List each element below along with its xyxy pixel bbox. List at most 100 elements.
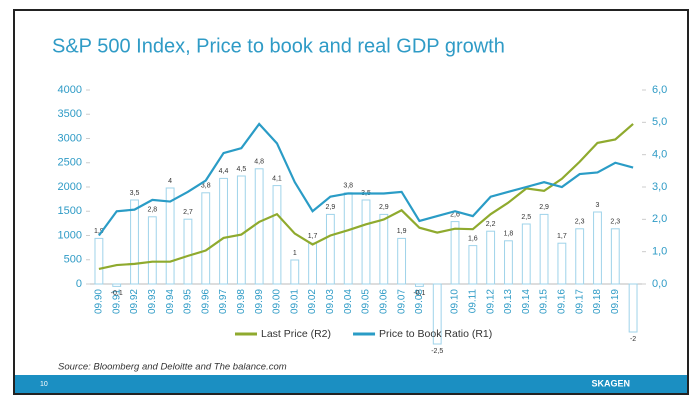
x-tick-label: 09.03: [325, 289, 336, 314]
x-tick-label: 09.96: [200, 289, 211, 314]
y2-tick-label: 4,0: [652, 149, 667, 161]
x-tick-label: 09.97: [218, 289, 229, 314]
bar-value-label: 4: [168, 178, 172, 185]
x-tick-label: 09.02: [307, 289, 318, 314]
x-tick-label: 09.92: [129, 289, 140, 314]
bar: [219, 177, 228, 285]
y-tick-label: 0: [76, 278, 82, 290]
bar: [272, 185, 282, 285]
bar: [379, 213, 389, 285]
bar: [557, 242, 567, 285]
x-tick-label: 09.99: [254, 289, 265, 314]
bar: [343, 192, 353, 285]
y-tick-label: 4000: [58, 84, 82, 96]
x-tick-label: 09.91: [111, 289, 122, 314]
source: Source: Bloomberg and Deloitte and The b…: [58, 362, 287, 373]
bar-value-label: 2,5: [521, 214, 531, 221]
x-tick-label: 09.05: [361, 289, 372, 314]
bar: [593, 211, 602, 285]
bar-value-label: 1,8: [504, 231, 514, 238]
y2-tick-label: 6,0: [652, 84, 667, 96]
bar-value-label: 1,7: [308, 233, 318, 240]
bar-value-label: 3,8: [201, 183, 211, 190]
bar-value-label: 4,1: [272, 175, 282, 182]
y-tick-label: 500: [64, 254, 82, 266]
bar: [628, 283, 638, 333]
bar: [325, 213, 335, 285]
bar: [165, 187, 175, 285]
bar: [201, 192, 211, 285]
y-tick-label: 3000: [58, 132, 82, 144]
x-tick-label: 09.10: [450, 289, 461, 314]
bar-value-label: 1,6: [468, 235, 478, 242]
x-tick-label: 09.08: [414, 289, 425, 314]
bar-value-label: 2,3: [575, 219, 585, 226]
bar: [112, 283, 122, 287]
bar: [254, 168, 264, 285]
bar: [432, 283, 442, 345]
chart-title: S&P 500 Index, Price to book and real GD…: [52, 35, 505, 57]
bar: [521, 223, 531, 285]
bar-value-label: 3: [596, 202, 600, 209]
x-tick-label: 09.11: [467, 289, 478, 314]
x-tick-label: 09.14: [521, 289, 532, 314]
x-tick-label: 09.19: [610, 289, 621, 314]
bar-value-label: 2,9: [326, 204, 336, 211]
footer-bar: [15, 375, 687, 393]
y-tick-label: 2500: [58, 157, 82, 169]
line-series: [98, 122, 634, 237]
bar-value-label: 2,9: [379, 204, 389, 211]
x-tick-label: 09.12: [485, 289, 496, 314]
x-tick-label: 09.18: [592, 289, 603, 314]
bar: [397, 237, 407, 285]
y-tick-label: 1500: [58, 205, 82, 217]
legend-label: Price to Book Ratio (R1): [379, 328, 492, 340]
x-tick-label: 09.01: [289, 289, 300, 314]
x-tick-label: 09.93: [147, 289, 158, 314]
bar-value-label: 4,8: [254, 159, 264, 166]
bar-value-label: 2,8: [147, 207, 157, 214]
y-tick-label: 1000: [58, 229, 82, 241]
bar-value-label: 1,9: [94, 228, 104, 235]
bar-value-label: 1,9: [397, 228, 407, 235]
x-tick-label: 09.94: [165, 289, 176, 314]
bar-value-label: 4,4: [219, 168, 229, 175]
bar: [308, 242, 317, 285]
bar-value-label: 1,7: [557, 233, 567, 240]
bar: [147, 216, 157, 285]
bar: [486, 230, 496, 285]
brand: SKAGEN: [591, 378, 630, 388]
bar: [183, 218, 193, 285]
bar-value-label: 2,2: [486, 221, 496, 228]
x-tick-label: 09.00: [272, 289, 283, 314]
bar: [415, 283, 424, 287]
bar: [236, 175, 246, 285]
bar-value-label: 2,9: [539, 204, 549, 211]
bar-value-label: 3,5: [130, 190, 140, 197]
bar-value-label: 1: [293, 250, 297, 257]
y-tick-label: 2000: [58, 181, 82, 193]
x-tick-label: 09.06: [378, 289, 389, 314]
y2-tick-label: 3,0: [652, 181, 667, 193]
x-tick-label: 09.17: [574, 289, 585, 314]
y2-tick-label: 2,0: [652, 213, 667, 225]
bar-value-label: -0,1: [413, 290, 425, 297]
bar: [504, 240, 513, 285]
bar: [130, 199, 139, 285]
x-tick-label: 09.98: [236, 289, 247, 314]
y2-tick-label: 1,0: [652, 246, 667, 258]
x-tick-label: 09.04: [343, 289, 354, 314]
bar-value-label: 3,8: [343, 183, 353, 190]
line-series: [98, 123, 634, 271]
bar-value-label: -0,1: [111, 290, 123, 297]
x-tick-label: 09.07: [396, 289, 407, 314]
bar-value-label: -2: [630, 336, 636, 343]
bar-value-label: 2,7: [183, 209, 193, 216]
y-tick-label: 3500: [58, 108, 82, 120]
x-tick-label: 09.90: [94, 289, 105, 314]
page-number: 10: [40, 381, 48, 388]
bar: [539, 213, 549, 285]
bar: [361, 199, 371, 285]
legend-label: Last Price (R2): [261, 328, 331, 340]
